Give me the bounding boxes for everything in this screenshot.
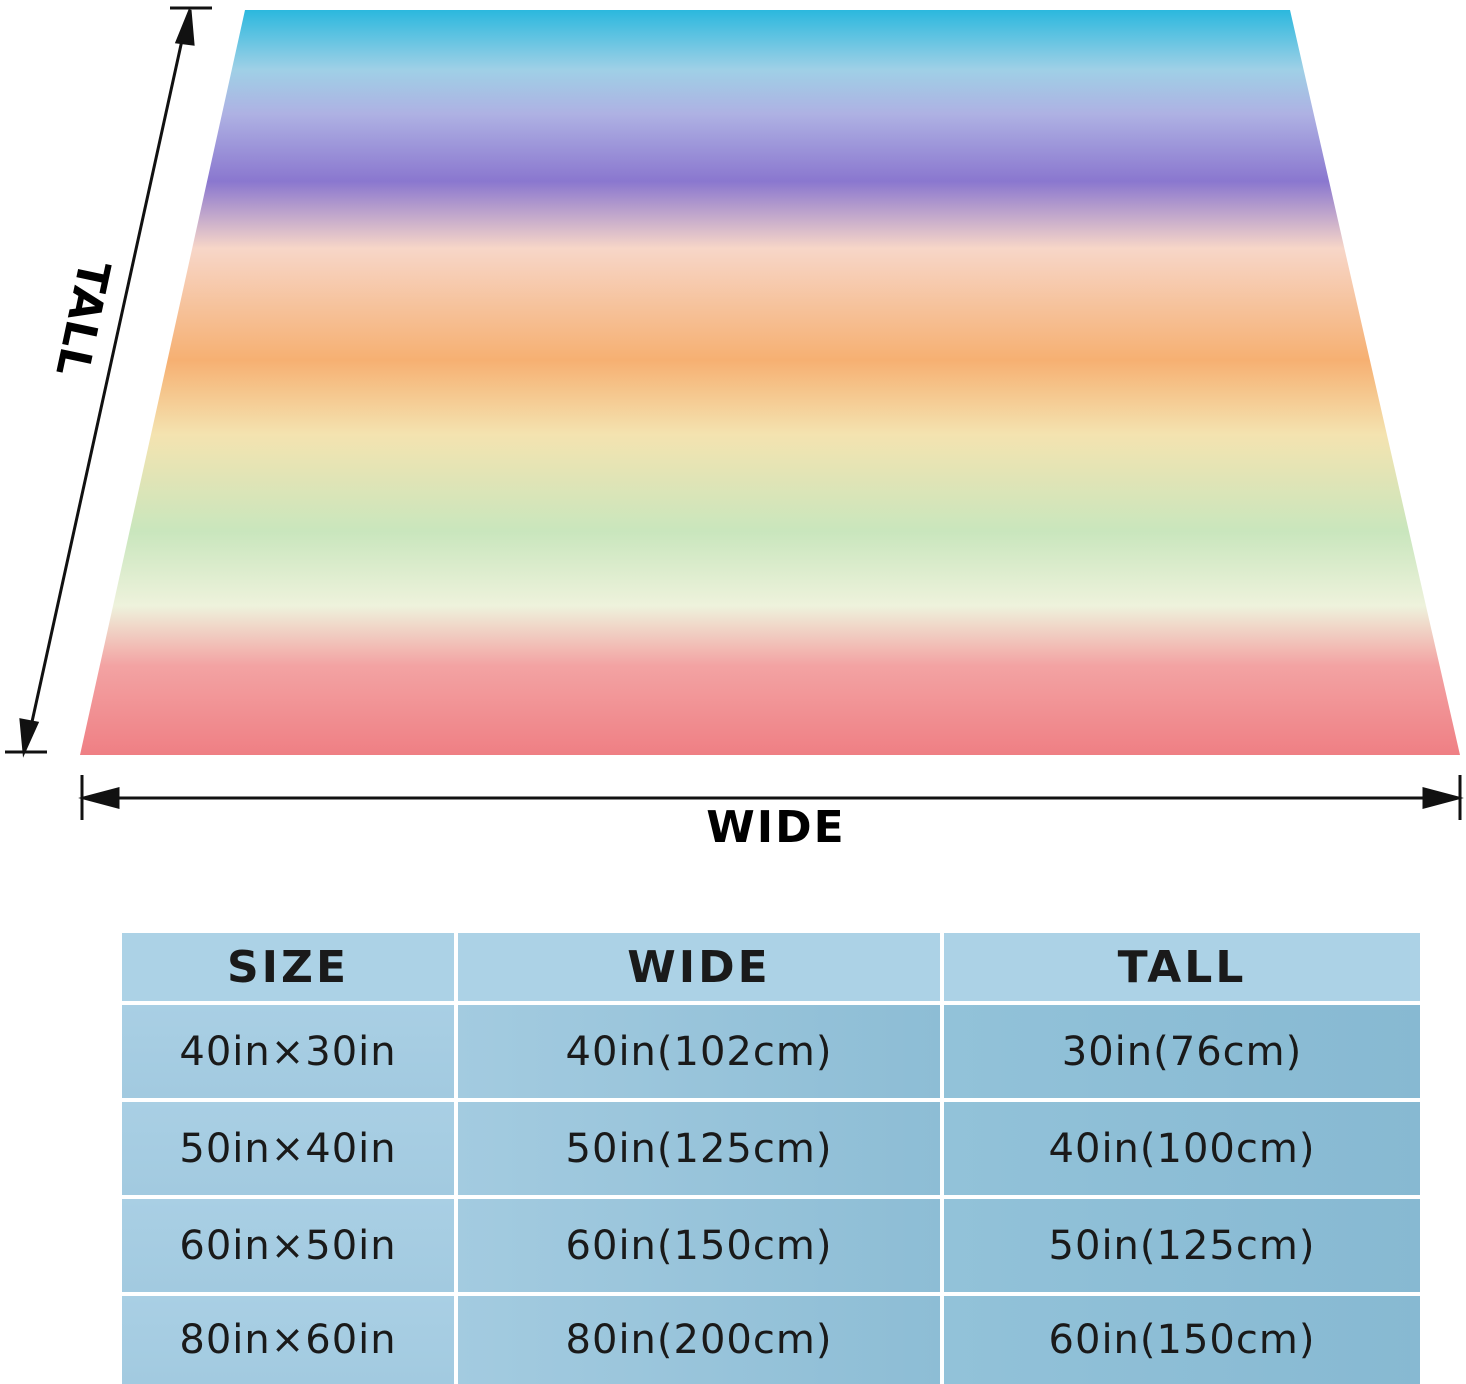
wide-label: WIDE bbox=[706, 802, 845, 853]
table-cell: 40in×30in bbox=[122, 1005, 454, 1098]
table-cell: 80in(200cm) bbox=[458, 1296, 940, 1384]
table-cell: 50in(125cm) bbox=[944, 1199, 1420, 1292]
blanket bbox=[80, 10, 1460, 755]
size-table: SIZE WIDE TALL 40in×30in 40in(102cm) 30in(76c… bbox=[122, 933, 1420, 1384]
header-cell: TALL bbox=[944, 933, 1420, 1001]
header-cell: SIZE bbox=[122, 933, 454, 1001]
table-cell: 80in×60in bbox=[122, 1296, 454, 1384]
table-cell: 60in(150cm) bbox=[458, 1199, 940, 1292]
table-cell: 50in×40in bbox=[122, 1102, 454, 1195]
header-cell: WIDE bbox=[458, 933, 940, 1001]
table-cell: 60in×50in bbox=[122, 1199, 454, 1292]
tall-arrow bbox=[5, 6, 212, 758]
table-cell: 60in(150cm) bbox=[944, 1296, 1420, 1384]
wide-arrow bbox=[78, 775, 1464, 820]
tall-label: TALL bbox=[45, 256, 119, 381]
table-cell: 30in(76cm) bbox=[944, 1005, 1420, 1098]
diagram: TALL WIDE bbox=[5, 6, 1464, 853]
table-cell: 40in(102cm) bbox=[458, 1005, 940, 1098]
table-cell: 40in(100cm) bbox=[944, 1102, 1420, 1195]
table-cell: 50in(125cm) bbox=[458, 1102, 940, 1195]
